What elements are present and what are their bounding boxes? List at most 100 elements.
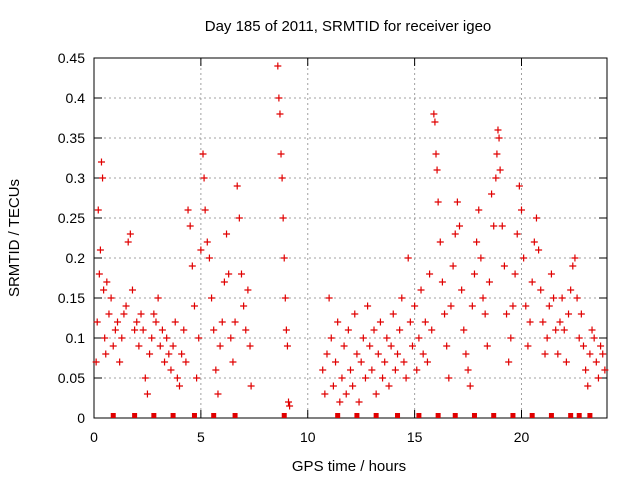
data-point <box>114 318 122 326</box>
data-point <box>490 222 498 230</box>
y-tick-label: 0.45 <box>58 50 85 66</box>
data-point <box>547 270 555 278</box>
data-point <box>233 182 241 190</box>
data-point <box>515 182 523 190</box>
data-point <box>361 374 369 382</box>
zero-marker <box>170 413 176 418</box>
data-point <box>280 254 288 262</box>
data-point <box>120 310 128 318</box>
data-point <box>319 366 327 374</box>
data-point <box>567 286 575 294</box>
zero-marker <box>191 413 197 418</box>
data-point <box>184 206 192 214</box>
data-point <box>505 358 513 366</box>
data-point <box>218 318 226 326</box>
data-point <box>247 382 255 390</box>
data-point <box>229 358 237 366</box>
data-point <box>199 150 207 158</box>
data-point <box>545 302 553 310</box>
data-point <box>178 350 186 358</box>
data-point <box>456 222 464 230</box>
data-point <box>122 302 130 310</box>
data-point <box>524 342 532 350</box>
data-point <box>327 334 335 342</box>
data-point <box>494 126 502 134</box>
data-point <box>381 358 389 366</box>
data-point <box>111 326 119 334</box>
data-point <box>237 270 245 278</box>
data-point <box>329 382 337 390</box>
data-point <box>274 62 282 70</box>
data-point <box>569 262 577 270</box>
data-point <box>225 270 233 278</box>
x-axis-label: GPS time / hours <box>292 458 406 475</box>
data-point <box>366 342 374 350</box>
data-point <box>579 342 587 350</box>
x-tick-label: 20 <box>514 429 530 445</box>
data-point <box>95 270 103 278</box>
data-point <box>438 278 446 286</box>
data-point <box>286 402 294 410</box>
zero-markers <box>110 413 593 418</box>
zero-marker <box>491 413 497 418</box>
data-point <box>532 214 540 222</box>
x-tick-label: 10 <box>300 429 316 445</box>
data-point <box>383 334 391 342</box>
data-point <box>321 390 329 398</box>
data-point <box>432 150 440 158</box>
data-point <box>507 334 515 342</box>
x-tick-label: 15 <box>407 429 423 445</box>
data-point <box>282 326 290 334</box>
data-point <box>481 310 489 318</box>
data-point <box>368 366 376 374</box>
zero-marker <box>587 413 593 418</box>
data-point <box>537 286 545 294</box>
data-point <box>240 302 248 310</box>
data-point <box>201 206 209 214</box>
data-point <box>118 334 126 342</box>
zero-marker <box>435 413 441 418</box>
data-point <box>466 382 474 390</box>
data-point <box>231 318 239 326</box>
data-point <box>158 326 166 334</box>
data-point <box>349 382 357 390</box>
data-point <box>135 342 143 350</box>
y-tick-label: 0.2 <box>66 250 86 266</box>
data-point <box>208 294 216 302</box>
data-point <box>370 326 378 334</box>
data-point <box>169 342 177 350</box>
data-point <box>92 358 100 366</box>
data-point <box>376 318 384 326</box>
data-point <box>180 326 188 334</box>
data-point <box>285 398 293 406</box>
data-point <box>394 350 402 358</box>
data-point <box>141 374 149 382</box>
data-point <box>190 302 198 310</box>
data-point <box>99 174 107 182</box>
data-point <box>464 366 472 374</box>
data-point <box>470 270 478 278</box>
data-point <box>522 302 530 310</box>
data-point <box>528 278 536 286</box>
data-point <box>495 134 503 142</box>
data-point <box>203 238 211 246</box>
data-point <box>398 294 406 302</box>
data-point <box>402 374 410 382</box>
data-point <box>513 230 521 238</box>
data-point <box>131 326 139 334</box>
data-point <box>458 286 466 294</box>
data-point <box>426 270 434 278</box>
data-point <box>453 198 461 206</box>
data-point <box>133 318 141 326</box>
data-point <box>344 326 352 334</box>
data-point <box>283 342 291 350</box>
data-point <box>500 262 508 270</box>
data-point <box>323 350 331 358</box>
data-point <box>493 150 501 158</box>
grid-lines <box>94 58 607 418</box>
data-point <box>492 174 500 182</box>
data-point <box>137 310 145 318</box>
data-point <box>100 286 108 294</box>
zero-marker <box>568 413 574 418</box>
data-point <box>351 310 359 318</box>
